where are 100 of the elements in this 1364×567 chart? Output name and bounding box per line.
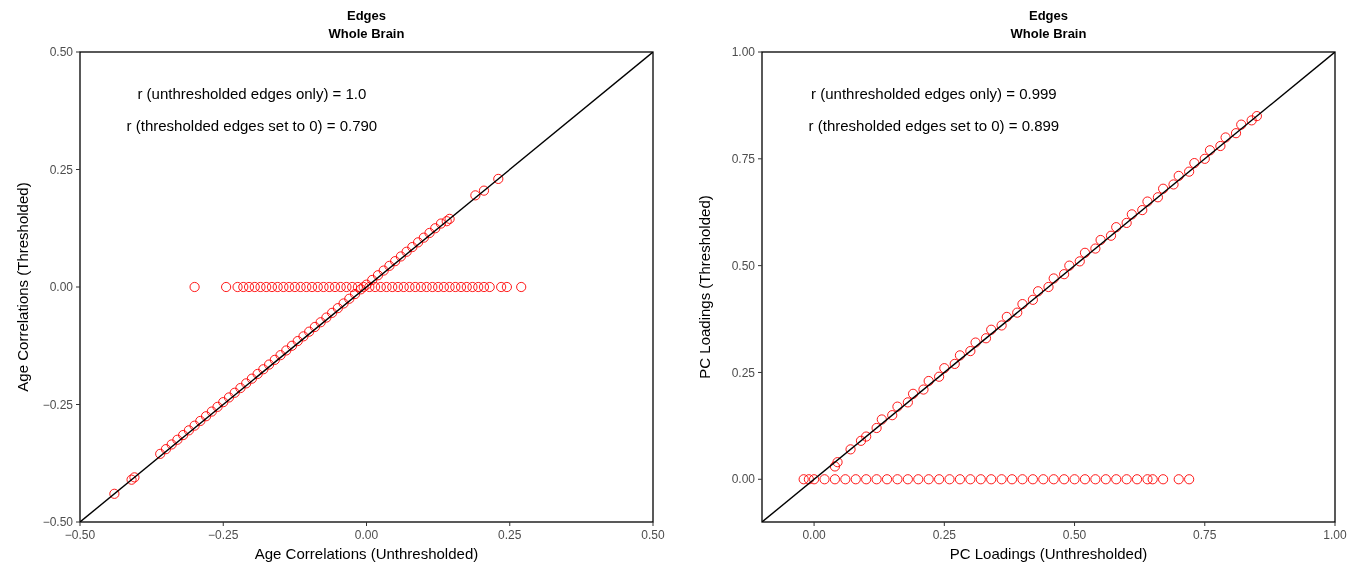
annotation: r (unthresholded edges only) = 1.0: [137, 85, 367, 102]
point: [892, 401, 903, 412]
point: [902, 474, 913, 485]
y-tick-label: 0.50: [731, 258, 756, 273]
point: [1069, 474, 1080, 485]
point: [349, 289, 361, 300]
point: [840, 474, 851, 485]
point: [195, 415, 206, 426]
point: [387, 281, 398, 293]
point: [249, 281, 260, 293]
y-axis-title: PC Loadings (Thresholded): [696, 195, 713, 379]
point: [832, 457, 843, 468]
x-tick-label: 0.50: [1062, 528, 1087, 542]
point: [307, 281, 318, 293]
point: [404, 281, 415, 293]
point: [338, 298, 349, 309]
point: [1111, 222, 1122, 233]
chart-title: Edges: [1028, 8, 1069, 23]
point: [1079, 247, 1091, 258]
point: [266, 281, 278, 293]
point: [201, 411, 212, 422]
point: [1064, 260, 1075, 271]
point: [378, 265, 389, 276]
point: [1006, 474, 1018, 485]
point: [178, 430, 189, 441]
point: [1059, 474, 1070, 485]
point: [252, 368, 263, 379]
point: [871, 422, 882, 434]
point: [1184, 166, 1195, 177]
point: [255, 281, 266, 293]
point: [1017, 299, 1028, 310]
point: [183, 425, 194, 436]
point: [398, 281, 409, 293]
point: [384, 260, 395, 271]
point: [1158, 183, 1169, 194]
point: [1079, 474, 1091, 485]
chart-subtitle: Whole Brain: [1010, 26, 1087, 41]
point: [375, 281, 386, 293]
point: [370, 281, 381, 293]
point: [861, 431, 872, 442]
point: [235, 383, 246, 394]
point: [415, 281, 426, 293]
point: [887, 410, 898, 421]
point: [913, 474, 924, 485]
point: [516, 281, 527, 293]
point: [1189, 158, 1200, 169]
point: [1027, 294, 1038, 305]
y-axis-title: Age Correlations (Thresholded): [14, 182, 31, 392]
point: [954, 350, 965, 361]
point: [206, 406, 217, 417]
point: [421, 281, 432, 293]
point: [401, 246, 412, 257]
point: [1152, 192, 1163, 203]
point: [1017, 474, 1028, 485]
point: [410, 281, 421, 293]
point: [470, 190, 481, 201]
x-axis-title: Age Correlations (Unthresholded): [254, 545, 479, 562]
y-tick-label: 0.25: [731, 365, 756, 380]
point: [309, 321, 320, 332]
point: [367, 274, 378, 285]
point: [809, 474, 820, 485]
point: [347, 281, 358, 293]
point: [493, 173, 504, 184]
point: [902, 397, 913, 408]
point: [433, 281, 444, 293]
point: [329, 281, 341, 293]
point: [456, 281, 467, 293]
point: [970, 337, 981, 348]
point: [1204, 145, 1216, 156]
annotation: r (unthresholded edges only) = 0.999: [811, 85, 1057, 102]
point: [427, 281, 438, 293]
point: [407, 242, 418, 253]
point: [861, 474, 872, 485]
point: [1105, 230, 1117, 241]
point: [1074, 256, 1085, 267]
point: [855, 435, 867, 446]
point: [473, 281, 484, 293]
point: [986, 324, 997, 335]
point: [1111, 474, 1122, 485]
point: [155, 448, 166, 459]
x-tick-label: 0.75: [1193, 528, 1217, 542]
point: [1158, 474, 1169, 485]
y-tick-label: 0.00: [49, 280, 74, 295]
point: [980, 333, 992, 344]
point: [189, 281, 200, 293]
point: [318, 281, 329, 293]
point: [238, 281, 249, 293]
point: [871, 474, 882, 485]
point: [908, 388, 919, 399]
point: [881, 474, 893, 485]
annotation: r (thresholded edges set to 0) = 0.899: [808, 117, 1060, 134]
point: [484, 281, 495, 293]
point: [996, 474, 1007, 485]
point: [996, 320, 1007, 331]
y-tick-label: 0.75: [731, 152, 756, 167]
point: [424, 227, 435, 238]
point: [1142, 196, 1153, 207]
point: [934, 371, 945, 382]
point: [278, 281, 289, 293]
point: [496, 281, 507, 293]
